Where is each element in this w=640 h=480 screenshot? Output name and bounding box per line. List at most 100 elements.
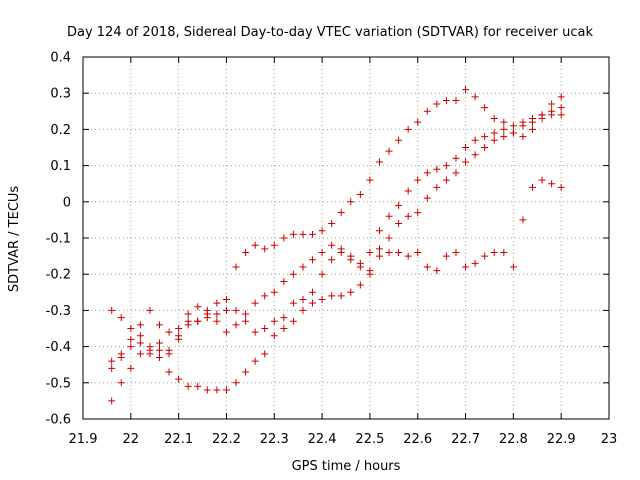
data-point-track-4: [395, 220, 403, 228]
data-point-track-1: [433, 267, 441, 275]
data-point-track-1: [270, 332, 278, 340]
data-point-track-4: [146, 350, 154, 358]
data-point-track-2: [280, 234, 288, 242]
marker-layer: [108, 86, 565, 405]
data-point-track-2: [375, 158, 383, 166]
y-tick-label: -0.1: [46, 232, 71, 247]
data-point-track-4: [165, 350, 173, 358]
data-point-track-1: [299, 296, 307, 304]
x-tick-label: 22: [123, 432, 140, 447]
y-tick-label: 0.3: [50, 87, 71, 102]
data-point-track-1: [328, 292, 336, 300]
data-point-track-3: [366, 248, 374, 256]
data-point-track-4: [232, 306, 240, 314]
data-point-track-4: [414, 209, 422, 217]
data-point-track-2: [309, 230, 317, 238]
data-point-track-4: [194, 317, 202, 325]
data-point-track-4: [222, 306, 230, 314]
data-point-track-3: [452, 154, 460, 162]
data-point-track-1: [375, 252, 383, 260]
data-point-track-1: [442, 252, 450, 260]
data-point-track-4: [471, 151, 479, 159]
x-tick-label: 23: [601, 432, 618, 447]
data-point-track-2: [462, 86, 470, 94]
data-point-track-2: [356, 191, 364, 199]
y-tick-label: -0.5: [46, 376, 71, 391]
data-point-track-3: [280, 277, 288, 285]
data-point-track-2: [404, 125, 412, 133]
data-point-track-1: [289, 299, 297, 307]
data-point-track-1: [280, 314, 288, 322]
data-point-track-2: [557, 93, 565, 101]
data-point-track-4: [337, 248, 345, 256]
data-point-track-3: [328, 241, 336, 249]
data-point-track-3: [471, 136, 479, 144]
data-point-track-1: [347, 288, 355, 296]
data-point-track-3: [423, 169, 431, 177]
data-point-track-4: [404, 212, 412, 220]
data-point-track-4: [184, 317, 192, 325]
data-point-track-3: [462, 144, 470, 151]
x-tick-label: 22.2: [212, 432, 241, 447]
data-point-track-1: [232, 379, 240, 387]
data-point-track-1: [318, 296, 326, 304]
data-point-track-4: [175, 335, 183, 343]
data-point-track-2: [528, 125, 536, 133]
plot-frame: [82, 56, 610, 420]
data-point-track-1: [481, 252, 489, 260]
x-tick-label: 22.3: [260, 432, 289, 447]
data-point-track-4: [251, 328, 259, 336]
data-point-track-1: [117, 379, 125, 387]
data-point-track-1: [337, 292, 345, 300]
data-point-track-3: [222, 328, 230, 336]
data-point-track-3: [375, 227, 383, 235]
data-point-track-1: [462, 263, 470, 271]
data-point-track-4: [375, 245, 383, 253]
data-point-track-4: [433, 183, 441, 191]
data-point-track-2: [270, 241, 278, 249]
data-point-track-1: [528, 183, 536, 191]
data-point-track-3: [108, 306, 116, 314]
data-point-track-4: [519, 122, 527, 130]
y-axis-label: SDTVAR / TECUs: [7, 186, 22, 293]
data-point-track-3: [270, 288, 278, 296]
data-point-track-2: [366, 176, 374, 184]
data-point-track-4: [136, 339, 144, 347]
data-point-track-3: [127, 325, 135, 332]
data-point-track-3: [414, 176, 422, 184]
data-point-track-3: [251, 299, 259, 307]
x-tick-label: 22.6: [403, 432, 432, 447]
data-point-track-4: [509, 129, 517, 137]
data-point-track-4: [452, 169, 460, 177]
data-point-track-2: [414, 118, 422, 126]
tick-layer: 21.9 22 22.1 22.2 22.3 22.4 22.5 22.6 22.7 22.8 22…: [46, 51, 618, 448]
data-point-track-3: [490, 129, 498, 137]
data-point-track-1: [548, 180, 556, 188]
chart-title: Day 124 of 2018, Sidereal Day-to-day VTE…: [67, 25, 593, 40]
data-point-track-1: [309, 299, 317, 307]
data-point-track-4: [347, 256, 355, 264]
data-point-track-1: [414, 248, 422, 256]
data-point-track-4: [490, 136, 498, 144]
data-point-track-3: [213, 317, 221, 325]
data-point-track-4: [108, 357, 116, 365]
y-tick-label: 0.4: [50, 51, 71, 66]
data-point-track-4: [528, 118, 536, 126]
data-point-track-2: [136, 321, 144, 329]
y-tick-label: 0: [63, 195, 71, 210]
data-point-track-3: [136, 332, 144, 340]
data-point-track-4: [289, 317, 297, 325]
data-point-track-1: [404, 252, 412, 260]
data-point-track-1: [242, 368, 250, 376]
data-point-track-3: [481, 133, 489, 141]
data-point-track-1: [471, 259, 479, 267]
data-point-track-3: [232, 321, 240, 329]
data-point-track-4: [213, 310, 221, 318]
data-point-track-4: [423, 194, 431, 202]
data-point-track-3: [184, 310, 192, 318]
data-point-track-2: [108, 364, 116, 372]
data-point-track-4: [481, 144, 489, 151]
data-point-track-2: [433, 100, 441, 108]
x-tick-label: 22.1: [164, 432, 193, 447]
y-tick-label: 0.2: [50, 123, 71, 138]
